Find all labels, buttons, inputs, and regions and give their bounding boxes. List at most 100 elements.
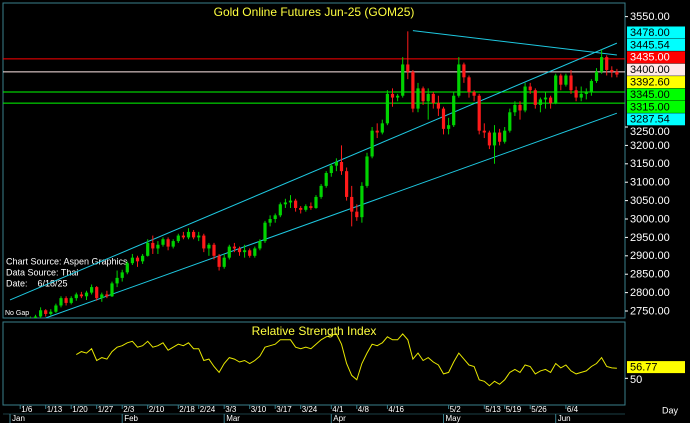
y-tick-label: 3550.00 <box>630 11 670 23</box>
y-tick-label: 3050.00 <box>630 195 670 207</box>
candle-body <box>212 244 216 256</box>
candle-body <box>217 255 221 267</box>
candle-body <box>579 93 583 98</box>
candle-body <box>202 235 206 249</box>
candle-body <box>574 90 578 98</box>
candle-body <box>441 108 446 129</box>
candle-body <box>156 244 160 249</box>
candle-body <box>538 99 542 105</box>
y-tick-label: 2750.00 <box>630 305 670 317</box>
x-tick-label: 3/3 <box>225 405 237 414</box>
y-tick-label: 50 <box>630 374 642 386</box>
x-tick-label: 1/20 <box>72 405 88 414</box>
candle-body <box>329 165 333 174</box>
candle-body <box>135 257 140 262</box>
candle-body <box>498 132 502 142</box>
candle-body <box>518 104 522 111</box>
candle-body <box>151 242 155 249</box>
price-panel <box>2 2 626 319</box>
trendline <box>412 30 617 56</box>
month-label: Jun <box>558 414 571 423</box>
candle-body <box>278 204 282 216</box>
candle-body <box>54 305 58 312</box>
plot-area <box>3 30 625 318</box>
candle-body <box>406 64 410 72</box>
y-tick-label: 2950.00 <box>630 232 670 244</box>
candle-body <box>345 171 349 197</box>
x-tick-label: 2/24 <box>200 405 216 414</box>
candle-body <box>243 250 247 253</box>
level-tag-label: 3478.00 <box>630 27 670 39</box>
x-tick-label: 1/27 <box>98 405 114 414</box>
candle-body <box>304 206 308 210</box>
candle-body <box>192 231 196 238</box>
candle-body <box>100 294 104 299</box>
level-tag <box>627 361 685 374</box>
rsi-line <box>76 333 617 387</box>
level-tag <box>627 100 685 113</box>
candle-body <box>319 185 323 197</box>
level-tag <box>627 88 685 101</box>
candle-body <box>589 81 593 93</box>
level-tag-label: 3392.60 <box>630 76 670 88</box>
candle-body <box>554 75 558 104</box>
plot-area <box>76 333 617 387</box>
x-tick-label: 3/10 <box>251 405 267 414</box>
candle-body <box>513 104 517 113</box>
candle-body <box>564 75 568 85</box>
candle-body <box>426 93 430 102</box>
candle-body <box>161 239 165 245</box>
candle-body <box>543 97 548 100</box>
candle-body <box>84 292 89 297</box>
annotation: No Gap <box>5 310 29 317</box>
trendline <box>45 112 618 318</box>
candle-body <box>477 95 481 131</box>
candle-body <box>115 277 119 284</box>
candle-body <box>288 200 293 203</box>
candle-body <box>248 250 252 256</box>
month-label: May <box>446 414 461 423</box>
candle-body <box>171 241 175 247</box>
candle-body <box>528 86 532 91</box>
candle-body <box>176 235 180 242</box>
candle-body <box>610 69 614 72</box>
level-tag <box>627 76 685 89</box>
candle-body <box>44 310 48 314</box>
candle-body <box>559 75 563 85</box>
y-tick-label: 2900.00 <box>630 250 670 262</box>
annotation: Data Source: Thai <box>6 267 78 277</box>
candle-body <box>339 161 344 172</box>
x-tick-label: 2/18 <box>179 405 195 414</box>
candle-body <box>258 241 262 249</box>
candle-body <box>615 71 619 75</box>
candle-body <box>273 215 277 220</box>
y-tick-label: 3200.00 <box>630 140 670 152</box>
candle-body <box>503 130 507 142</box>
candle-body <box>487 132 491 146</box>
y-tick-label: 3150.00 <box>630 158 670 170</box>
candle-body <box>110 283 114 297</box>
candle-body <box>472 92 476 96</box>
y-tick-label: 3100.00 <box>630 177 670 189</box>
level-tag <box>627 26 685 39</box>
candle-body <box>431 93 435 104</box>
candle-body <box>523 86 527 111</box>
candle-body <box>375 130 379 133</box>
x-tick-label: 5/2 <box>450 405 462 414</box>
level-tag-label: 3445.54 <box>630 39 670 51</box>
level-tag <box>627 38 685 51</box>
y-tick-label: 2800.00 <box>630 287 670 299</box>
candle-body <box>370 130 374 157</box>
candle-body <box>355 211 359 218</box>
candle-body <box>365 156 369 186</box>
candle-body <box>452 95 456 126</box>
candle-body <box>569 75 573 91</box>
candle-body <box>33 316 38 318</box>
candle-body <box>49 311 53 314</box>
candle-body <box>64 298 68 303</box>
y-tick-label: 3250.00 <box>630 126 670 138</box>
x-tick-label: 2/10 <box>149 405 165 414</box>
level-tag-label: 3287.54 <box>630 114 670 126</box>
candle-body <box>227 246 231 258</box>
candle-body <box>105 294 109 297</box>
